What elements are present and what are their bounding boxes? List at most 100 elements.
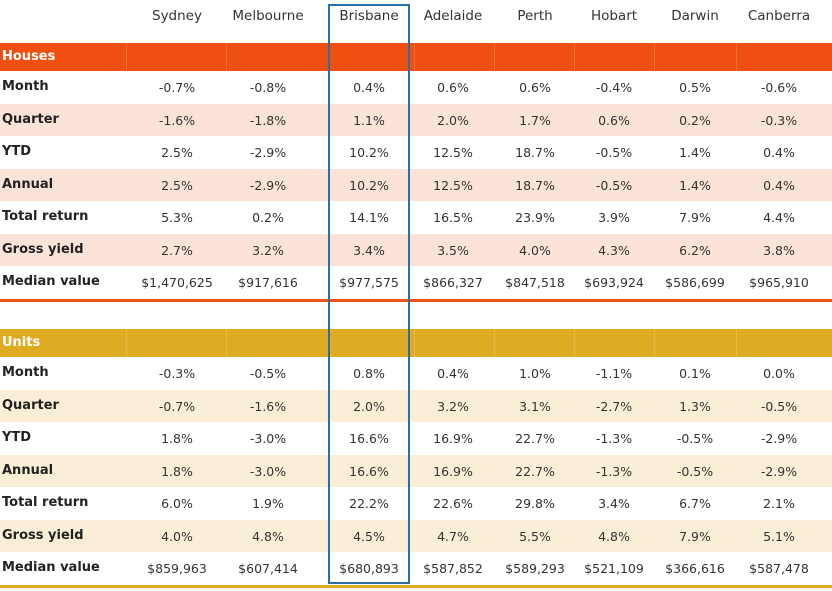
row-label: Median value	[2, 274, 100, 289]
units-row-total-return: Total return 6.0% 1.9% 22.2% 22.6% 29.8% 3.4% 6…	[0, 487, 832, 520]
units-row-month: Month -0.3% -0.5% 0.8% 0.4% 1.0% -1.1% 0.1% 0.0%	[0, 357, 832, 390]
cell-adelaide: 22.6%	[433, 496, 473, 511]
cell-brisbane: 10.2%	[349, 177, 389, 193]
cell-sydney: $1,470,625	[141, 275, 213, 290]
column-header-perth: Perth	[517, 8, 553, 24]
cell-brisbane: 16.6%	[349, 463, 389, 479]
cell-canberra: -0.5%	[760, 398, 798, 414]
cell-perth: 22.7%	[515, 431, 555, 446]
cell-darwin: $586,699	[665, 275, 725, 290]
brisbane-highlight-box	[328, 4, 410, 584]
units-band: Units	[0, 329, 832, 357]
units-row-annual: Annual 1.8% -3.0% 16.6% 16.9% 22.7% -1.3% -0.5%…	[0, 454, 832, 487]
units-band-divider	[736, 329, 737, 357]
cell-melbourne: -2.9%	[249, 177, 287, 193]
cell-brisbane: 0.8%	[353, 366, 385, 381]
row-label: Month	[2, 79, 49, 94]
cell-sydney: 4.0%	[161, 528, 193, 544]
houses-band-divider	[126, 43, 127, 71]
cell-canberra: 2.1%	[763, 496, 795, 511]
houses-band-divider	[654, 43, 655, 71]
cell-canberra: 0.4%	[763, 145, 795, 160]
cell-brisbane: 4.5%	[353, 528, 385, 544]
cell-melbourne: -0.5%	[249, 366, 287, 381]
cell-brisbane: 10.2%	[349, 145, 389, 160]
houses-row-month: Month -0.7% -0.8% 0.4% 0.6% 0.6% -0.4% 0.5% -0.6…	[0, 71, 832, 104]
cell-darwin: -0.5%	[676, 463, 714, 479]
cell-perth: 18.7%	[515, 145, 555, 160]
row-label: Month	[2, 365, 49, 380]
cell-melbourne: -3.0%	[249, 463, 287, 479]
cell-melbourne: -2.9%	[249, 145, 287, 160]
cell-hobart: 4.3%	[598, 242, 630, 258]
cell-canberra: 4.4%	[763, 210, 795, 225]
row-label: Total return	[2, 209, 89, 224]
units-band-divider	[126, 329, 127, 357]
row-label: Annual	[2, 462, 54, 478]
cell-sydney: -1.6%	[158, 112, 196, 128]
houses-row-quarter: Quarter -1.6% -1.8% 1.1% 2.0% 1.7% 0.6% 0.2% -0.…	[0, 103, 832, 136]
cell-darwin: 0.1%	[679, 366, 711, 381]
units-row-ytd: YTD 1.8% -3.0% 16.6% 16.9% 22.7% -1.3% -0.5% -2.…	[0, 422, 832, 455]
column-header-sydney: Sydney	[152, 8, 202, 24]
cell-adelaide: 16.9%	[433, 463, 473, 479]
cell-adelaide: 3.5%	[437, 242, 469, 258]
cell-sydney: 1.8%	[161, 431, 193, 446]
cell-hobart: 3.9%	[598, 210, 630, 225]
units-row-quarter: Quarter -0.7% -1.6% 2.0% 3.2% 3.1% -2.7% 1.3% -0…	[0, 389, 832, 422]
cell-melbourne: $607,414	[238, 561, 298, 576]
cell-melbourne: 4.8%	[252, 528, 284, 544]
column-header-adelaide: Adelaide	[423, 8, 483, 24]
cell-adelaide: 4.7%	[437, 528, 469, 544]
cell-perth: 1.7%	[519, 112, 551, 128]
cell-canberra: -0.3%	[760, 112, 798, 128]
cell-hobart: -0.5%	[595, 177, 633, 193]
cell-melbourne: 3.2%	[252, 242, 284, 258]
row-label: Annual	[2, 176, 54, 192]
cell-darwin: 7.9%	[679, 210, 711, 225]
houses-row-annual: Annual 2.5% -2.9% 10.2% 12.5% 18.7% -0.5% 1.4% 0…	[0, 168, 832, 201]
cell-sydney: -0.7%	[158, 80, 196, 95]
cell-perth: $589,293	[505, 561, 565, 576]
cell-adelaide: $866,327	[423, 275, 483, 290]
cell-canberra: 3.8%	[763, 242, 795, 258]
cell-hobart: 4.8%	[598, 528, 630, 544]
cell-darwin: 6.2%	[679, 242, 711, 258]
cell-perth: 23.9%	[515, 210, 555, 225]
cell-sydney: -0.3%	[158, 366, 196, 381]
cell-perth: 0.6%	[519, 80, 551, 95]
cell-darwin: 7.9%	[679, 528, 711, 544]
row-label: Quarter	[2, 111, 59, 127]
cell-darwin: 0.2%	[679, 112, 711, 128]
cell-melbourne: 0.2%	[252, 210, 284, 225]
row-label: Quarter	[2, 397, 59, 413]
cell-sydney: -0.7%	[158, 398, 196, 414]
cell-sydney: 2.5%	[161, 145, 193, 160]
row-label: Total return	[2, 495, 89, 510]
houses-band-divider	[226, 43, 227, 71]
cell-brisbane: 2.0%	[353, 398, 385, 414]
cell-canberra: -0.6%	[760, 80, 798, 95]
cell-sydney: 2.5%	[161, 177, 193, 193]
cell-darwin: 1.4%	[679, 177, 711, 193]
cell-hobart: -0.5%	[595, 145, 633, 160]
cell-sydney: 5.3%	[161, 210, 193, 225]
cell-perth: 22.7%	[515, 463, 555, 479]
units-row-median-value: Median value $859,963 $607,414 $680,893 $587…	[0, 552, 832, 585]
cell-hobart: -1.3%	[595, 463, 633, 479]
cell-brisbane: 16.6%	[349, 431, 389, 446]
units-band-divider	[574, 329, 575, 357]
units-band-divider	[494, 329, 495, 357]
cell-adelaide: 16.9%	[433, 431, 473, 446]
cell-hobart: $521,109	[584, 561, 644, 576]
city-header-row: Sydney Melbourne Brisbane Adelaide Perth Hoba…	[0, 0, 832, 34]
cell-hobart: -1.1%	[595, 366, 633, 381]
cell-brisbane: $680,893	[339, 561, 399, 576]
cell-melbourne: 1.9%	[252, 496, 284, 511]
units-bottom-rule	[0, 584, 832, 588]
cell-darwin: $366,616	[665, 561, 725, 576]
column-header-canberra: Canberra	[747, 8, 811, 24]
cell-perth: 1.0%	[519, 366, 551, 381]
cell-canberra: 0.4%	[763, 177, 795, 193]
houses-band-divider	[414, 43, 415, 71]
